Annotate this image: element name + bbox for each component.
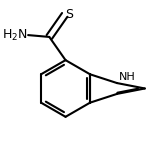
Text: S: S [65, 8, 73, 21]
Text: NH: NH [119, 72, 136, 82]
Text: H$_2$N: H$_2$N [2, 28, 27, 43]
